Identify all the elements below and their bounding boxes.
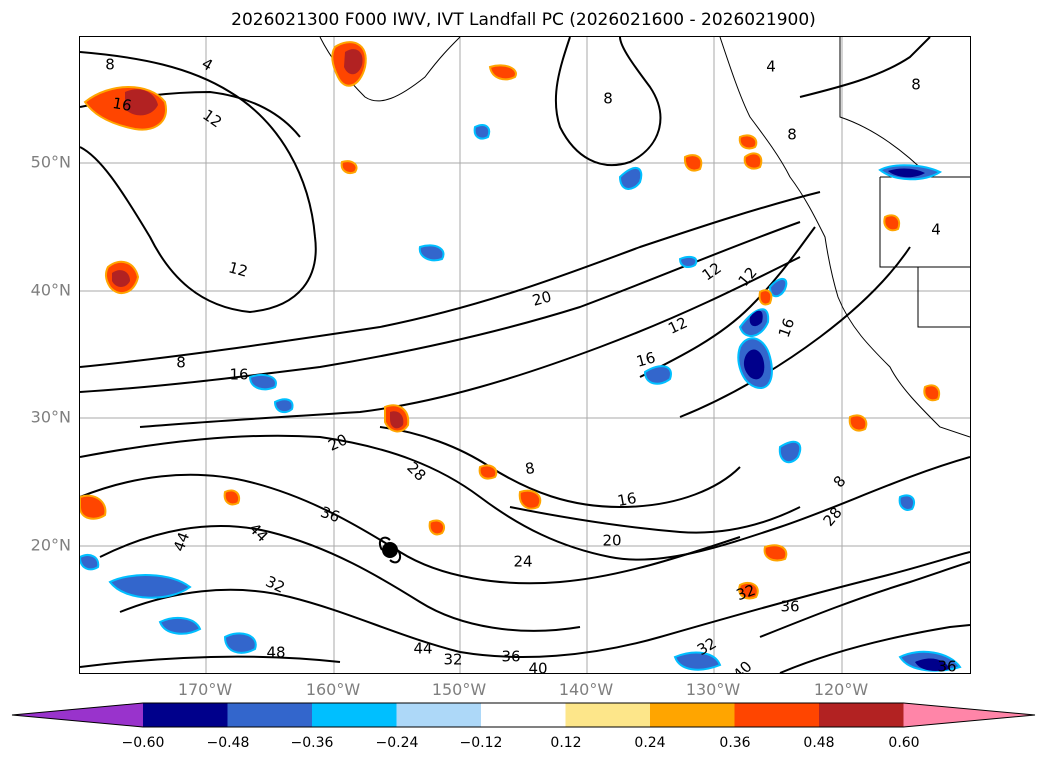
contour-label: 8 <box>603 90 613 108</box>
contour-label: 12 <box>699 259 725 285</box>
contour-label: 8 <box>787 126 797 144</box>
colorbar-tick-label: −0.12 <box>459 735 503 751</box>
contour-label: 8 <box>830 472 850 491</box>
colorbar-swatch <box>819 703 904 727</box>
colorbar-tick-label: −0.60 <box>121 735 165 751</box>
contour-label: 48 <box>266 644 285 662</box>
contour-label: 40 <box>730 658 756 673</box>
contour-label: 36 <box>780 598 799 616</box>
colorbar-extend-low <box>12 703 143 727</box>
contour-label: 4 <box>766 58 776 76</box>
colorbar-swatch <box>565 703 651 727</box>
contour-label: 20 <box>325 430 350 454</box>
colorbar-tick-label: −0.48 <box>206 735 250 751</box>
contour-label: 16 <box>775 316 798 340</box>
colorbar-extend-high <box>903 703 1035 727</box>
contour-label: 12 <box>227 258 250 280</box>
contour-label: 8 <box>911 76 921 94</box>
storm-marker <box>378 536 402 564</box>
contour-label: 36 <box>501 648 520 666</box>
colorbar-tick-label: 0.24 <box>634 735 666 751</box>
graticule <box>80 37 970 673</box>
colorbar-tick-label: 0.36 <box>719 735 751 751</box>
lon-label-150w: 150°W <box>431 680 487 699</box>
contour-label: 28 <box>403 459 429 485</box>
lat-label-30: 30°N <box>30 407 71 427</box>
contour-label: 40 <box>528 660 547 674</box>
colorbar-swatch <box>481 703 566 727</box>
iwv-contours <box>80 37 970 673</box>
positive-regions <box>80 41 941 600</box>
lon-label-130w: 130°W <box>685 680 741 699</box>
colorbar <box>11 702 1036 728</box>
lat-label-50: 50°N <box>30 152 71 172</box>
colorbar-swatch <box>143 703 228 727</box>
lon-label-120w: 120°W <box>813 680 869 699</box>
colorbar-outline <box>11 702 1036 728</box>
map-panel: 8 4 16 12 12 8 8 4 8 12 12 20 12 16 8 16 16 20 28 8 16 36 44 44… <box>79 36 971 674</box>
contour-label: 16 <box>634 348 657 370</box>
contour-label: 20 <box>602 532 621 550</box>
lon-label-140w: 140°W <box>558 680 614 699</box>
colorbar-tick-label: −0.24 <box>375 735 419 751</box>
colorbar-swatch <box>227 703 313 727</box>
contour-label: 24 <box>513 553 532 571</box>
contour-label: 32 <box>734 581 758 604</box>
colorbar-tick-label: 0.48 <box>803 735 835 751</box>
colorbar-swatch <box>396 703 482 727</box>
contour-label: 20 <box>530 287 553 309</box>
colorbar-tick-label: 0.12 <box>550 735 582 751</box>
contour-label: 16 <box>229 366 248 384</box>
colorbar-swatch <box>650 703 735 727</box>
contour-label: 12 <box>665 313 690 337</box>
map-title: 2026021300 F000 IWV, IVT Landfall PC (20… <box>231 10 816 30</box>
lon-label-170w: 170°W <box>177 680 233 699</box>
contour-label: 32 <box>443 651 462 669</box>
contour-label: 4 <box>931 221 941 239</box>
contour-label: 44 <box>245 520 271 546</box>
contour-label: 8 <box>176 354 186 372</box>
contour-label: 8 <box>105 56 115 74</box>
lat-label-20: 20°N <box>30 535 71 555</box>
contour-label: 12 <box>735 264 761 290</box>
contour-label: 16 <box>111 94 133 115</box>
contour-label: 8 <box>524 459 537 478</box>
contour-label: 44 <box>413 640 432 658</box>
contour-label: 12 <box>199 106 225 132</box>
colorbar-tick-label: −0.36 <box>290 735 334 751</box>
colorbar-swatch <box>312 703 397 727</box>
contour-label: 36 <box>318 503 342 526</box>
negative-regions <box>80 124 962 672</box>
contour-label: 36 <box>937 658 956 674</box>
contour-label: 4 <box>199 54 216 74</box>
contour-label: 44 <box>170 530 193 554</box>
lon-label-160w: 160°W <box>305 680 361 699</box>
colorbar-swatch <box>734 703 820 727</box>
contour-label: 16 <box>616 489 638 510</box>
lat-label-40: 40°N <box>30 280 71 300</box>
colorbar-tick-label: 0.60 <box>888 735 920 751</box>
